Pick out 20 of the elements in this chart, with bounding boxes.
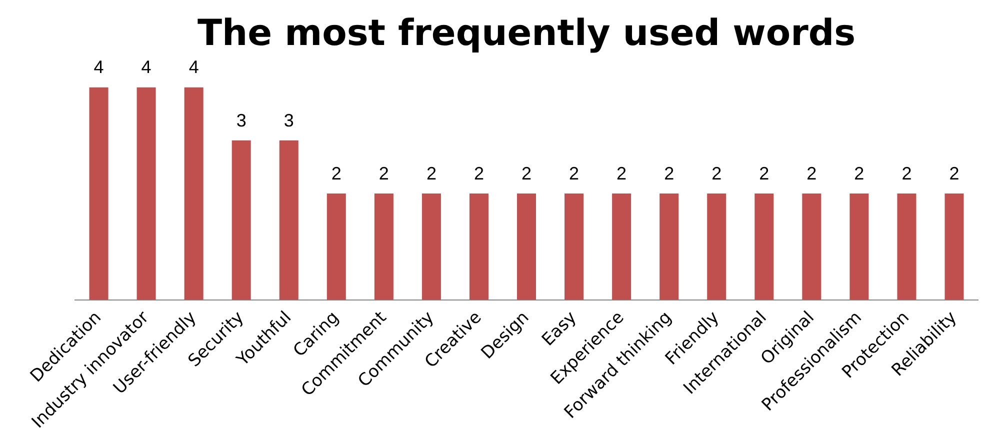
data-label: 2 xyxy=(902,164,912,184)
data-label: 2 xyxy=(569,164,580,184)
data-label: 2 xyxy=(854,164,864,184)
data-label: 2 xyxy=(759,164,770,184)
data-label: 2 xyxy=(616,164,627,184)
data-label: 4 xyxy=(188,57,199,78)
data-label: 2 xyxy=(712,164,722,184)
data-label: 2 xyxy=(474,164,484,184)
data-label: 2 xyxy=(378,164,389,184)
data-label: 2 xyxy=(521,164,532,184)
data-label: 2 xyxy=(664,164,674,184)
chart-title: The most frequently used words xyxy=(197,12,856,54)
data-label: 4 xyxy=(94,57,104,78)
data-label: 3 xyxy=(236,110,246,130)
data-label: 3 xyxy=(284,110,294,130)
data-label: 2 xyxy=(949,164,960,184)
data-label: 4 xyxy=(141,57,152,78)
data-label: 2 xyxy=(331,164,342,184)
data-label: 2 xyxy=(806,164,817,184)
data-label: 2 xyxy=(426,164,436,184)
